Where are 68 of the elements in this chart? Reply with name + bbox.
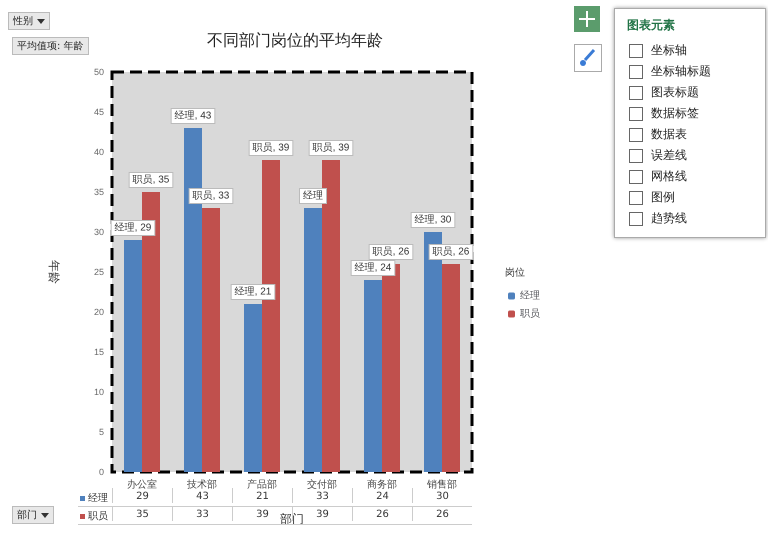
y-tick-label: 40 [94, 147, 104, 157]
text: 图表标题 [651, 84, 699, 101]
text: 图例 [651, 189, 675, 206]
bar [442, 264, 460, 472]
text: 24 [376, 491, 389, 502]
legend-label: 职员 [88, 510, 108, 523]
text: 数据表 [651, 126, 687, 143]
data-label: 经理, 24 [354, 262, 392, 274]
data-label: 经理, 30 [414, 214, 452, 226]
bar [304, 208, 322, 472]
y-tick-label: 25 [94, 267, 104, 277]
text: 29 [136, 491, 149, 502]
y-tick-label: 30 [94, 227, 104, 237]
y-tick-label: 15 [94, 347, 104, 357]
legend-label: 经理 [520, 290, 540, 302]
bar [202, 208, 220, 472]
bar [244, 304, 262, 472]
data-label: 职员, 33 [192, 190, 230, 202]
text: 性别 [8, 12, 50, 30]
x-tick-label: 交付部 [307, 478, 337, 490]
bar [364, 280, 382, 472]
y-axis-title: 年龄 [47, 260, 61, 284]
text: 平均值项: 年龄 [12, 37, 89, 55]
y-tick-label: 50 [94, 67, 104, 77]
text: 43 [196, 491, 209, 502]
text: 33 [316, 491, 329, 502]
data-label: 职员, 39 [312, 142, 350, 154]
bar [124, 240, 142, 472]
x-tick-label: 产品部 [247, 478, 277, 490]
bar [322, 160, 340, 472]
data-label: 经理, 21 [234, 286, 272, 298]
text: 数据标签 [651, 105, 699, 122]
y-tick-label: 35 [94, 187, 104, 197]
text: 39 [256, 509, 269, 520]
x-tick-label: 技术部 [186, 478, 217, 490]
text: 趋势线 [651, 210, 687, 227]
legend-title: 岗位 [505, 266, 525, 278]
data-label: 经理, 43 [174, 110, 212, 122]
data-label: 职员, 26 [432, 246, 470, 258]
text: 26 [352, 506, 412, 521]
data-label: 职员, 39 [252, 142, 290, 154]
data-label: 职员, 35 [132, 174, 170, 186]
x-tick-label: 商务部 [367, 478, 397, 490]
text: 21 [256, 491, 269, 502]
y-tick-label: 10 [94, 387, 104, 397]
text: 33 [172, 506, 232, 521]
text: 图表元素 [627, 17, 676, 34]
data-label: 经理 [303, 190, 323, 202]
text: 坐标轴标题 [651, 63, 711, 80]
text: 39 [316, 509, 329, 520]
text: 误差线 [651, 147, 687, 164]
text: 30 [436, 491, 449, 502]
x-tick-label: 办公室 [127, 478, 157, 490]
chart-title: 不同部门岗位的平均年龄 [207, 32, 383, 50]
y-tick-label: 0 [98, 467, 104, 477]
data-label: 经理, 29 [114, 222, 152, 234]
legend-label: 职员 [520, 308, 540, 320]
text: 26 [412, 506, 472, 521]
text: 部门 [12, 506, 54, 524]
text: 网格线 [651, 168, 687, 185]
y-tick-label: 5 [98, 427, 104, 437]
x-tick-label: 销售部 [426, 478, 457, 490]
text: 坐标轴 [651, 42, 687, 59]
text: 35 [112, 506, 172, 521]
legend-label: 经理 [88, 492, 108, 505]
data-label: 职员, 26 [372, 246, 410, 258]
y-tick-label: 20 [94, 307, 104, 317]
y-tick-label: 45 [94, 107, 104, 117]
